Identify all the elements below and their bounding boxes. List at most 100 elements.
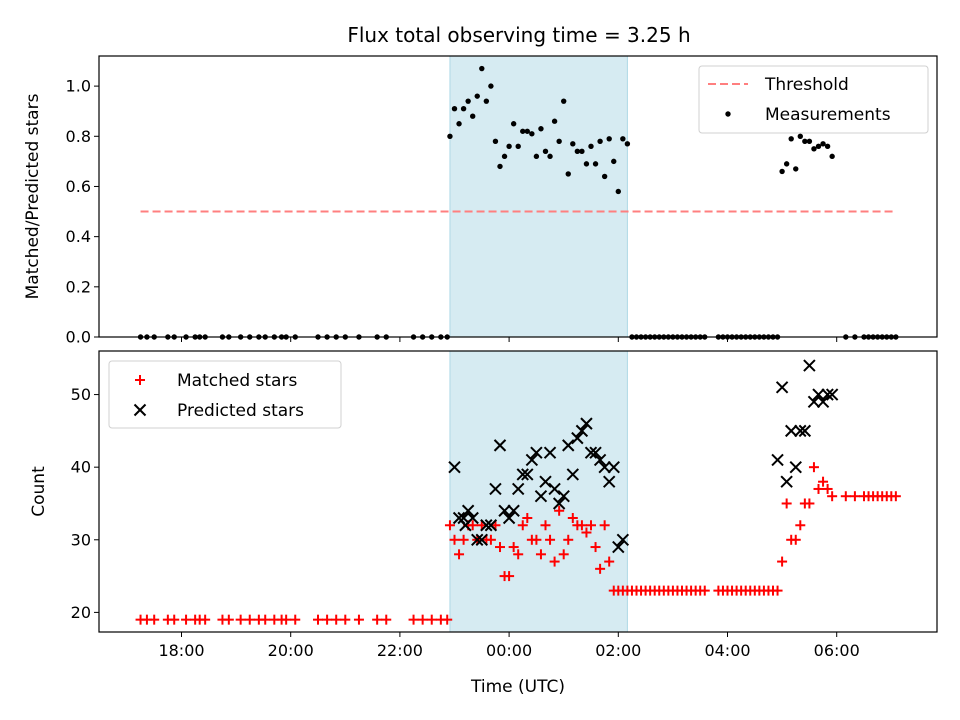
predicted-star-point bbox=[552, 497, 566, 510]
measurement-point bbox=[492, 138, 499, 145]
predicted-star-point bbox=[566, 468, 580, 481]
matched-star-point bbox=[586, 520, 596, 531]
measurement-point bbox=[820, 141, 826, 147]
predicted-star-point bbox=[484, 519, 498, 532]
x-tick-label-4: 02:00 bbox=[595, 641, 641, 660]
measurement-point bbox=[788, 136, 794, 142]
measurement-point bbox=[542, 148, 549, 155]
matched-star-point bbox=[417, 614, 428, 625]
predicted-star-point bbox=[461, 504, 475, 517]
measurement-point bbox=[483, 98, 490, 104]
measurement-point bbox=[506, 143, 512, 150]
measurement-point bbox=[538, 126, 544, 132]
matched-star-point bbox=[545, 534, 556, 545]
predicted-star-point bbox=[480, 519, 493, 532]
measurement-point bbox=[588, 143, 594, 150]
panel-count: 20 30 40 50 18:00 20:00 22:00 00:00 02:00 04:00 0… bbox=[29, 350, 938, 697]
matched-star-point bbox=[340, 614, 351, 625]
measurement-point bbox=[479, 65, 485, 72]
x-axis-label: Time (UTC) bbox=[470, 677, 565, 697]
y-ratio-tick-label-3: 0.6 bbox=[66, 177, 91, 196]
legend-matched-swatch bbox=[135, 375, 145, 385]
y-ticks-ratio: 0.0 0.2 0.4 0.6 0.8 1.0 bbox=[66, 77, 99, 347]
matched-star-point bbox=[244, 614, 255, 625]
measurement-point bbox=[551, 118, 558, 124]
matched-star-point bbox=[290, 614, 301, 625]
measurement-point bbox=[561, 98, 567, 104]
predicted-star-point bbox=[507, 504, 520, 517]
matched-star-point bbox=[353, 614, 364, 625]
matched-star-point bbox=[849, 491, 860, 502]
legend-ratio: Threshold Measurements bbox=[698, 65, 929, 134]
matched-star-point bbox=[808, 462, 819, 473]
predicted-star-point bbox=[557, 490, 570, 503]
matched-star-point bbox=[777, 556, 788, 567]
matched-star-point bbox=[517, 520, 528, 531]
predicted-star-point bbox=[789, 460, 802, 474]
measurement-point bbox=[815, 143, 822, 150]
matched-star-point bbox=[454, 549, 465, 560]
measurement-point bbox=[779, 168, 785, 175]
matched-star-point bbox=[181, 614, 192, 625]
x-tick-label-5: 04:00 bbox=[704, 641, 750, 660]
measurement-point bbox=[524, 128, 530, 134]
measurement-point bbox=[529, 131, 535, 137]
measurement-point bbox=[515, 143, 521, 150]
matched-star-point bbox=[381, 614, 392, 625]
predicted-star-point bbox=[548, 482, 561, 496]
y-ratio-tick-label-5: 1.0 bbox=[66, 77, 91, 96]
matched-star-point bbox=[508, 542, 519, 553]
chart-title: Flux total observing time = 3.25 h bbox=[347, 23, 690, 47]
x-tick-label-2: 22:00 bbox=[377, 641, 423, 660]
x-tick-label-0: 18:00 bbox=[158, 641, 204, 660]
measurement-point bbox=[447, 133, 453, 139]
matched-star-point bbox=[772, 585, 783, 596]
measurement-point bbox=[783, 161, 790, 167]
matched-star-point bbox=[442, 614, 453, 625]
predicted-star-point bbox=[780, 475, 793, 488]
matched-star-point bbox=[558, 549, 569, 560]
measurement-point bbox=[465, 98, 471, 104]
measurement-point bbox=[501, 153, 508, 160]
predicted-star-point bbox=[543, 446, 557, 459]
predicted-star-point bbox=[489, 482, 502, 496]
legend-threshold-label: Threshold bbox=[764, 75, 849, 95]
legend-box-ratio bbox=[698, 65, 929, 134]
measurement-point bbox=[597, 138, 603, 145]
legend-predicted-label: Predicted stars bbox=[177, 401, 304, 421]
predicted-star-point bbox=[448, 460, 461, 474]
matched-star-point bbox=[790, 534, 801, 545]
matched-star-point bbox=[372, 614, 383, 625]
predicted-star-point bbox=[602, 475, 616, 488]
legend-predicted-marker bbox=[133, 403, 147, 417]
matched-star-point bbox=[540, 520, 551, 531]
measurement-points bbox=[137, 65, 899, 340]
legend-box-count bbox=[108, 360, 342, 429]
x-tick-label-1: 20:00 bbox=[268, 641, 314, 660]
measurement-point bbox=[824, 143, 831, 150]
measurement-point bbox=[574, 148, 581, 155]
matched-star-point bbox=[331, 614, 342, 625]
matched-star-point bbox=[408, 614, 419, 625]
predicted-star-point bbox=[775, 381, 789, 394]
y-ratio-tick-label-1: 0.2 bbox=[66, 277, 91, 296]
predicted-star-point bbox=[607, 460, 620, 474]
matched-star-point bbox=[795, 520, 806, 531]
matched-star-point bbox=[504, 571, 515, 582]
measurement-point bbox=[606, 136, 612, 142]
measurement-point bbox=[601, 173, 608, 180]
matched-star-point bbox=[781, 498, 792, 509]
predicted-star-point bbox=[493, 439, 507, 452]
measurement-point bbox=[620, 136, 626, 142]
y-ratio-tick-label-0: 0.0 bbox=[66, 328, 91, 347]
measurement-point bbox=[556, 138, 562, 145]
matched-star-point bbox=[322, 614, 333, 625]
x-tick-label-3: 00:00 bbox=[486, 641, 532, 660]
predicted-star-point bbox=[807, 395, 821, 409]
matched-star-point bbox=[260, 614, 271, 625]
matched-star-point bbox=[313, 614, 323, 625]
measurement-point bbox=[811, 146, 817, 152]
predicted-star-point bbox=[821, 388, 834, 401]
matched-star-point bbox=[581, 527, 592, 538]
